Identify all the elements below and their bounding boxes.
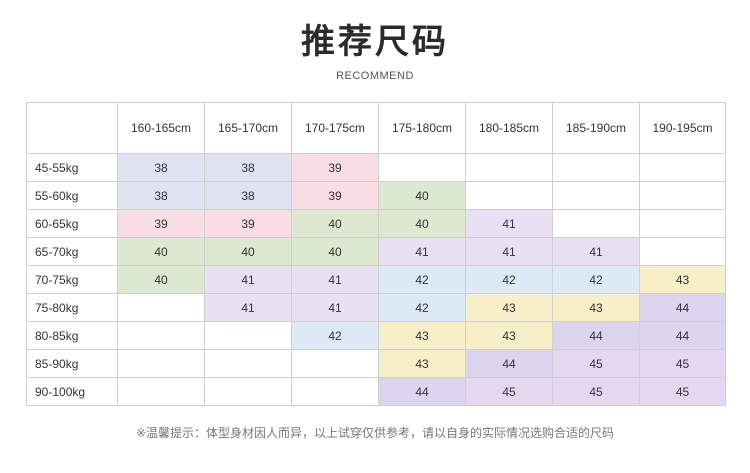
size-cell: 45 xyxy=(552,349,640,378)
size-cell: 42 xyxy=(291,321,379,350)
height-header: 165-170cm xyxy=(204,102,292,154)
size-cell: 43 xyxy=(552,293,640,322)
size-cell: 41 xyxy=(204,265,292,294)
size-cell: 40 xyxy=(378,209,466,238)
table-row: 45-55kg 38 38 39 xyxy=(26,153,726,182)
size-cell: 38 xyxy=(204,153,292,182)
weight-label: 70-75kg xyxy=(26,265,118,294)
size-cell: 39 xyxy=(204,209,292,238)
size-cell: 40 xyxy=(291,237,379,266)
table-row: 70-75kg 40 41 41 42 42 42 43 xyxy=(26,265,726,294)
weight-label: 45-55kg xyxy=(26,153,118,182)
size-cell: 41 xyxy=(291,293,379,322)
size-cell: 41 xyxy=(204,293,292,322)
size-cell xyxy=(639,237,726,266)
size-cell: 43 xyxy=(639,265,726,294)
size-cell: 44 xyxy=(639,293,726,322)
size-cell: 41 xyxy=(552,237,640,266)
weight-label: 85-90kg xyxy=(26,349,118,378)
size-cell: 45 xyxy=(639,377,726,406)
size-cell: 39 xyxy=(117,209,205,238)
weight-label: 75-80kg xyxy=(26,293,118,322)
size-cell: 40 xyxy=(117,237,205,266)
size-cell: 44 xyxy=(552,321,640,350)
size-cell xyxy=(552,181,640,210)
size-cell xyxy=(552,153,640,182)
table-row: 75-80kg 41 41 42 43 43 44 xyxy=(26,293,726,322)
size-cell xyxy=(204,349,292,378)
size-cell xyxy=(552,209,640,238)
table-row: 55-60kg 38 38 39 40 xyxy=(26,181,726,210)
size-cell: 45 xyxy=(465,377,553,406)
height-header: 160-165cm xyxy=(117,102,205,154)
size-cell: 41 xyxy=(465,237,553,266)
size-cell: 40 xyxy=(378,181,466,210)
page-title: 推荐尺码 xyxy=(301,22,449,62)
size-cell: 43 xyxy=(378,321,466,350)
size-cell xyxy=(639,209,726,238)
size-cell: 42 xyxy=(552,265,640,294)
size-cell xyxy=(117,349,205,378)
size-cell: 38 xyxy=(117,181,205,210)
size-cell xyxy=(117,321,205,350)
size-cell: 43 xyxy=(378,349,466,378)
size-cell xyxy=(291,377,379,406)
weight-label: 80-85kg xyxy=(26,321,118,350)
size-cell: 39 xyxy=(291,153,379,182)
table-row: 80-85kg 42 43 43 44 44 xyxy=(26,321,726,350)
weight-label: 60-65kg xyxy=(26,209,118,238)
size-cell: 43 xyxy=(465,293,553,322)
corner-cell xyxy=(26,102,118,154)
size-cell: 44 xyxy=(378,377,466,406)
size-cell: 41 xyxy=(378,237,466,266)
size-cell: 45 xyxy=(552,377,640,406)
page-subtitle: RECOMMEND xyxy=(336,70,414,82)
size-cell xyxy=(291,349,379,378)
size-cell: 39 xyxy=(291,181,379,210)
size-cell: 40 xyxy=(291,209,379,238)
header-row: 160-165cm 165-170cm 170-175cm 175-180cm … xyxy=(26,102,726,154)
height-header: 180-185cm xyxy=(465,102,553,154)
size-cell: 41 xyxy=(465,209,553,238)
height-header: 185-190cm xyxy=(552,102,640,154)
size-cell xyxy=(117,293,205,322)
height-header: 170-175cm xyxy=(291,102,379,154)
size-cell xyxy=(465,153,553,182)
size-cell: 38 xyxy=(117,153,205,182)
table-row: 90-100kg 44 45 45 45 xyxy=(26,377,726,406)
size-cell: 42 xyxy=(378,265,466,294)
size-table: 160-165cm 165-170cm 170-175cm 175-180cm … xyxy=(26,102,726,406)
size-cell xyxy=(639,153,726,182)
size-cell: 45 xyxy=(639,349,726,378)
size-cell: 38 xyxy=(204,181,292,210)
weight-label: 65-70kg xyxy=(26,237,118,266)
size-cell: 44 xyxy=(639,321,726,350)
table-row: 65-70kg 40 40 40 41 41 41 xyxy=(26,237,726,266)
size-cell: 44 xyxy=(465,349,553,378)
size-cell: 43 xyxy=(465,321,553,350)
weight-label: 55-60kg xyxy=(26,181,118,210)
size-cell: 40 xyxy=(204,237,292,266)
table-row: 60-65kg 39 39 40 40 41 xyxy=(26,209,726,238)
height-header: 175-180cm xyxy=(378,102,466,154)
size-cell: 42 xyxy=(465,265,553,294)
size-cell: 41 xyxy=(291,265,379,294)
table-row: 85-90kg 43 44 45 45 xyxy=(26,349,726,378)
size-cell xyxy=(204,377,292,406)
size-cell xyxy=(465,181,553,210)
size-cell xyxy=(378,153,466,182)
size-cell xyxy=(204,321,292,350)
size-cell: 40 xyxy=(117,265,205,294)
weight-label: 90-100kg xyxy=(26,377,118,406)
size-cell xyxy=(639,181,726,210)
footer-note: ※温馨提示：体型身材因人而异，以上试穿仅供参考，请以自身的实际情况选购合适的尺码 xyxy=(135,426,615,440)
height-header: 190-195cm xyxy=(639,102,726,154)
size-cell xyxy=(117,377,205,406)
size-cell: 42 xyxy=(378,293,466,322)
